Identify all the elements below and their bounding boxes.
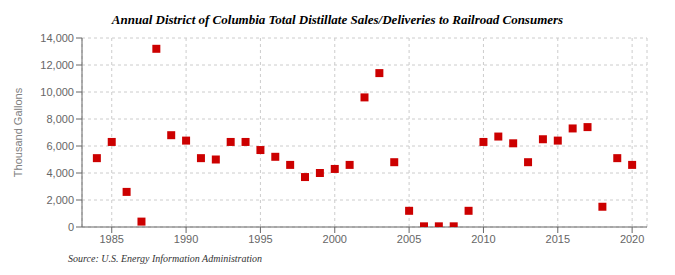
svg-text:12,000: 12,000 xyxy=(40,59,74,71)
svg-text:2,000: 2,000 xyxy=(46,194,74,206)
svg-text:1985: 1985 xyxy=(99,233,123,245)
svg-text:2010: 2010 xyxy=(471,233,495,245)
svg-text:4,000: 4,000 xyxy=(46,167,74,179)
svg-text:6,000: 6,000 xyxy=(46,140,74,152)
svg-text:1990: 1990 xyxy=(174,233,198,245)
svg-text:2000: 2000 xyxy=(323,233,347,245)
svg-text:10,000: 10,000 xyxy=(40,86,74,98)
svg-text:14,000: 14,000 xyxy=(40,32,74,44)
svg-text:0: 0 xyxy=(68,221,74,233)
svg-text:2015: 2015 xyxy=(546,233,570,245)
html-text:Source: U.S. Energy Informatio: Source: U.S. Energy Information Administ… xyxy=(68,253,263,264)
svg-text:1995: 1995 xyxy=(248,233,272,245)
html-text:Annual District of Columbia To: Annual District of Columbia Total Distil… xyxy=(111,12,564,27)
svg-text:2020: 2020 xyxy=(620,233,644,245)
svg-text:8,000: 8,000 xyxy=(46,113,74,125)
svg-text:2005: 2005 xyxy=(397,233,421,245)
svg-text:Thousand Gallons: Thousand Gallons xyxy=(12,87,24,177)
